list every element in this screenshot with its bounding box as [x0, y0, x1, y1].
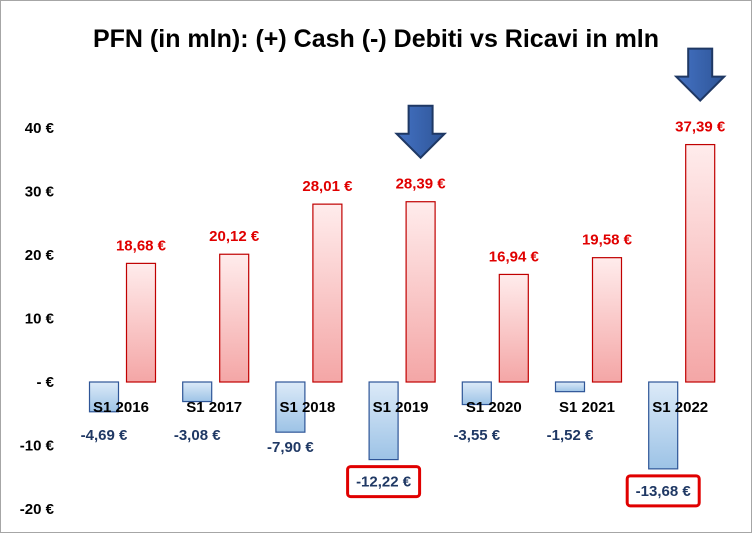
chart-title: PFN (in mln): (+) Cash (-) Debiti vs Ric… [93, 25, 659, 53]
category-label: S1 2020 [466, 399, 522, 416]
bar-negative [275, 381, 306, 433]
data-label-positive: 16,94 € [489, 248, 540, 265]
y-tick-label: 10 € [25, 311, 55, 328]
data-label-negative: -13,68 € [636, 483, 692, 500]
data-label-positive: 37,39 € [675, 119, 726, 136]
category-label: S1 2022 [652, 399, 708, 416]
data-label-positive: 28,01 € [302, 178, 353, 195]
category-label: S1 2017 [186, 399, 242, 416]
bar-negative [648, 381, 679, 470]
bar-positive [125, 262, 157, 383]
bar-positive [312, 203, 343, 383]
highlight-box [625, 474, 701, 508]
bar-positive [405, 201, 436, 383]
bar-negative [182, 381, 213, 403]
bar-negative [461, 381, 492, 406]
category-label: S1 2016 [93, 399, 149, 416]
data-label-positive: 19,58 € [582, 232, 633, 249]
y-tick-label: -20 € [20, 501, 55, 518]
bar-negative [554, 381, 586, 393]
down-arrow-icon [394, 104, 448, 160]
data-label-positive: 20,12 € [209, 228, 260, 245]
data-label-positive: 18,68 € [116, 237, 167, 254]
category-label: S1 2018 [279, 399, 335, 416]
axis-layer: -20 € -10 € - € 10 € 20 € 30 € 40 € [20, 120, 55, 518]
y-tick-label: 40 € [25, 120, 55, 137]
bar-positive [591, 257, 623, 383]
category-label: S1 2019 [373, 399, 429, 416]
y-tick-label: 30 € [25, 184, 55, 201]
data-label-negative: -7,90 € [267, 439, 314, 456]
y-tick-label: - € [36, 374, 54, 391]
y-tick-label: -10 € [20, 438, 55, 455]
bar-negative [368, 381, 399, 461]
data-label-negative: -4,69 € [81, 427, 128, 444]
annotation-layer [346, 47, 727, 508]
y-tick-label: 20 € [25, 247, 55, 264]
data-label-negative: -3,08 € [174, 427, 221, 444]
highlight-box [346, 465, 422, 499]
bar-positive [498, 273, 529, 383]
labels-layer: S1 2016 18,68 € -4,69 € S1 2017 20,12 € -3,08… [81, 119, 726, 500]
data-label-negative: -3,55 € [453, 427, 500, 444]
data-label-negative: -12,22 € [356, 474, 412, 491]
bars-layer [88, 143, 716, 470]
data-label-positive: 28,39 € [396, 176, 447, 193]
data-label-negative: -1,52 € [547, 427, 594, 444]
bar-negative [88, 381, 120, 413]
category-label: S1 2021 [559, 399, 615, 416]
down-arrow-icon [673, 47, 727, 102]
bar-positive [685, 143, 716, 383]
bar-positive [219, 253, 250, 383]
